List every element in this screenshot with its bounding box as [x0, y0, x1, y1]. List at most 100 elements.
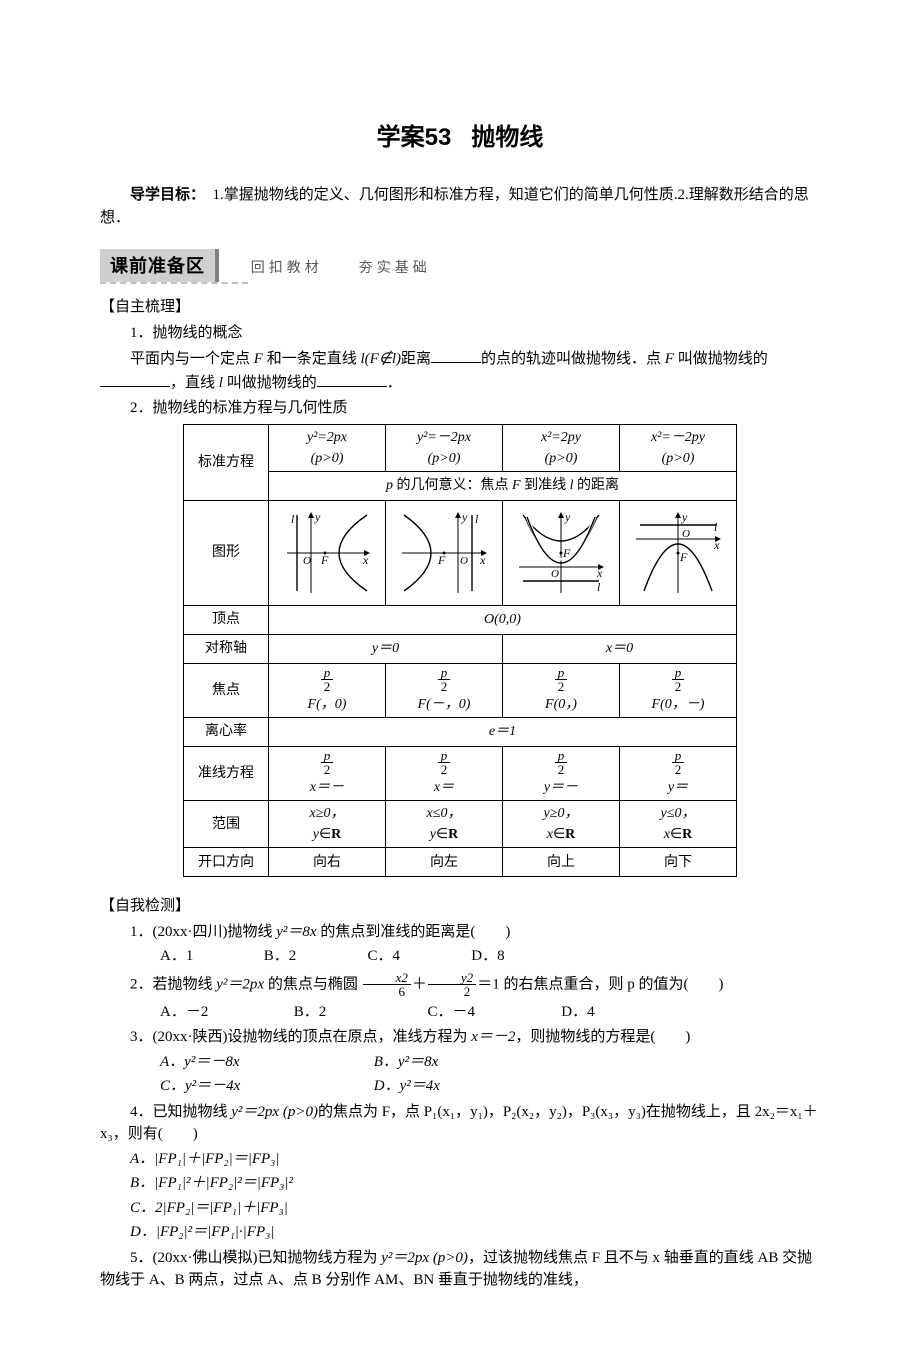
- svg-text:F: F: [320, 553, 329, 567]
- t: ，0): [321, 697, 347, 712]
- q5: 5．(20xx·佛山模拟)已知抛物线方程为 y²＝2px (p>0)，过该抛物线…: [100, 1247, 820, 1292]
- t: ): [718, 976, 723, 992]
- q4-optB: B．|FP₁|²＋|FP₂|²＝|FP₃|²: [100, 1172, 820, 1195]
- t: 平面内与一个定点: [130, 351, 254, 367]
- t: p: [555, 666, 568, 681]
- opt: D．4: [531, 1001, 631, 1024]
- blank: [431, 347, 481, 363]
- item1-title: 1．抛物线的概念: [100, 322, 820, 345]
- svg-text:F: F: [679, 550, 688, 564]
- t: 的焦点与椭圆: [264, 976, 362, 992]
- svg-text:l: l: [475, 512, 479, 526]
- item1-title-text: 抛物线的概念: [153, 325, 243, 341]
- t: ): [700, 697, 705, 712]
- t: R: [565, 827, 575, 842]
- title-right: 抛物线: [471, 124, 543, 151]
- t: p: [438, 666, 451, 681]
- opt: C．4: [338, 945, 438, 968]
- intro: 导学目标： 1.掌握抛物线的定义、几何图形和标准方程，知道它们的简单几何性质.2…: [100, 184, 820, 229]
- t: 2: [428, 985, 476, 999]
- svg-text:y: y: [461, 510, 468, 524]
- focus4: p2F(0，－): [620, 663, 737, 717]
- outline-heading: 【自主梳理】: [100, 296, 820, 319]
- t: p: [438, 749, 451, 764]
- t: 2．若抛物线: [130, 976, 216, 992]
- open1: 向右: [269, 848, 386, 877]
- t: (F∉l): [365, 351, 401, 367]
- svg-text:O: O: [460, 555, 468, 567]
- q4-optC: C．2|FP₂|＝|FP₁|＋|FP₃|: [100, 1197, 820, 1220]
- svg-text:x: x: [713, 538, 720, 552]
- t: p: [321, 666, 334, 681]
- row-axis: 对称轴: [184, 634, 269, 663]
- t: ．: [387, 375, 402, 391]
- range2: x≤0，y∈R: [386, 801, 503, 848]
- row-dir: 准线方程: [184, 746, 269, 800]
- t: R: [331, 827, 341, 842]
- t: y＝: [668, 780, 688, 795]
- t: 2: [321, 680, 334, 694]
- q3-opts-row1: A．y²＝－8x B．y²＝8x: [100, 1051, 820, 1074]
- c3: x²=2py(p>0): [503, 424, 620, 471]
- q4-optD: D．|FP₂|²＝|FP₁|·|FP₃|: [100, 1221, 820, 1244]
- t: y²=2px: [307, 430, 347, 445]
- range3: y≥0，x∈R: [503, 801, 620, 848]
- t: p: [555, 749, 568, 764]
- opt: C．－4: [398, 1001, 528, 1024]
- t: ＋: [412, 976, 427, 992]
- dir4: p2y＝: [620, 746, 737, 800]
- t: 2: [555, 763, 568, 777]
- svg-text:y: y: [564, 510, 571, 524]
- t: 4．已知抛物线: [130, 1104, 231, 1120]
- t: y²=－2px: [417, 430, 471, 445]
- row-std: 标准方程: [184, 424, 269, 500]
- item2-title: 2．抛物线的标准方程与几何性质: [100, 397, 820, 420]
- p-meaning: p p 的几何意义：焦点 F 到准线 l 的距离的几何意义：焦点 F 到准线 l…: [269, 471, 737, 500]
- svg-text:F: F: [437, 553, 446, 567]
- opt: B．2: [234, 945, 334, 968]
- dir3: p2y＝－: [503, 746, 620, 800]
- svg-text:F: F: [562, 546, 571, 560]
- t: x＝－2: [471, 1029, 515, 1045]
- parabola-right-icon: l y O F x: [279, 509, 375, 597]
- row-open: 开口方向: [184, 848, 269, 877]
- focus1: p2F(，0): [269, 663, 386, 717]
- row-range: 范围: [184, 801, 269, 848]
- title-left: 学案53: [377, 124, 452, 151]
- svg-text:O: O: [551, 568, 559, 580]
- t: F: [665, 351, 674, 367]
- t: 3．(20xx·陕西)设抛物线的顶点在原点，准线方程为: [130, 1029, 471, 1045]
- dir1: p2x＝－: [269, 746, 386, 800]
- t: 2: [672, 680, 685, 694]
- range1: x≥0，y∈R: [269, 801, 386, 848]
- t: ): [193, 1126, 198, 1142]
- opt: B．2: [264, 1001, 394, 1024]
- t: 2: [438, 763, 451, 777]
- opt: C．y²＝－4x: [130, 1075, 340, 1098]
- svg-text:y: y: [314, 510, 321, 524]
- t: ，0): [445, 697, 471, 712]
- t: F: [254, 351, 263, 367]
- q4-optA: A．|FP₁|＋|FP₂|＝|FP₃|: [100, 1148, 820, 1171]
- selfcheck-heading: 【自我检测】: [100, 895, 820, 918]
- axis-b: x＝0: [503, 634, 737, 663]
- svg-text:l: l: [291, 512, 295, 526]
- t: p: [672, 666, 685, 681]
- svg-text:y: y: [681, 510, 688, 524]
- item2-title-text: 抛物线的标准方程与几何性质: [153, 400, 348, 416]
- fig1: l y O F x: [269, 500, 386, 605]
- t: 6: [363, 985, 411, 999]
- svg-text:x: x: [479, 553, 486, 567]
- opt: A．1: [130, 945, 230, 968]
- svg-text:O: O: [303, 555, 311, 567]
- section-subtitle: 回扣教材 夯实基础: [251, 259, 431, 275]
- t: y²＝2px (p>0): [231, 1104, 318, 1120]
- t: 的点的轨迹叫做抛物线．点: [481, 351, 665, 367]
- t: 的焦点到准线的距离是(: [317, 924, 476, 940]
- t: 距离: [401, 351, 431, 367]
- t: y≤0，: [661, 806, 696, 821]
- parabola-left-icon: l y O F x: [396, 509, 492, 597]
- opt: A．－2: [130, 1001, 260, 1024]
- parabola-down-icon: y l O x F: [630, 509, 726, 597]
- t: 1．(20xx·四川)抛物线: [130, 924, 276, 940]
